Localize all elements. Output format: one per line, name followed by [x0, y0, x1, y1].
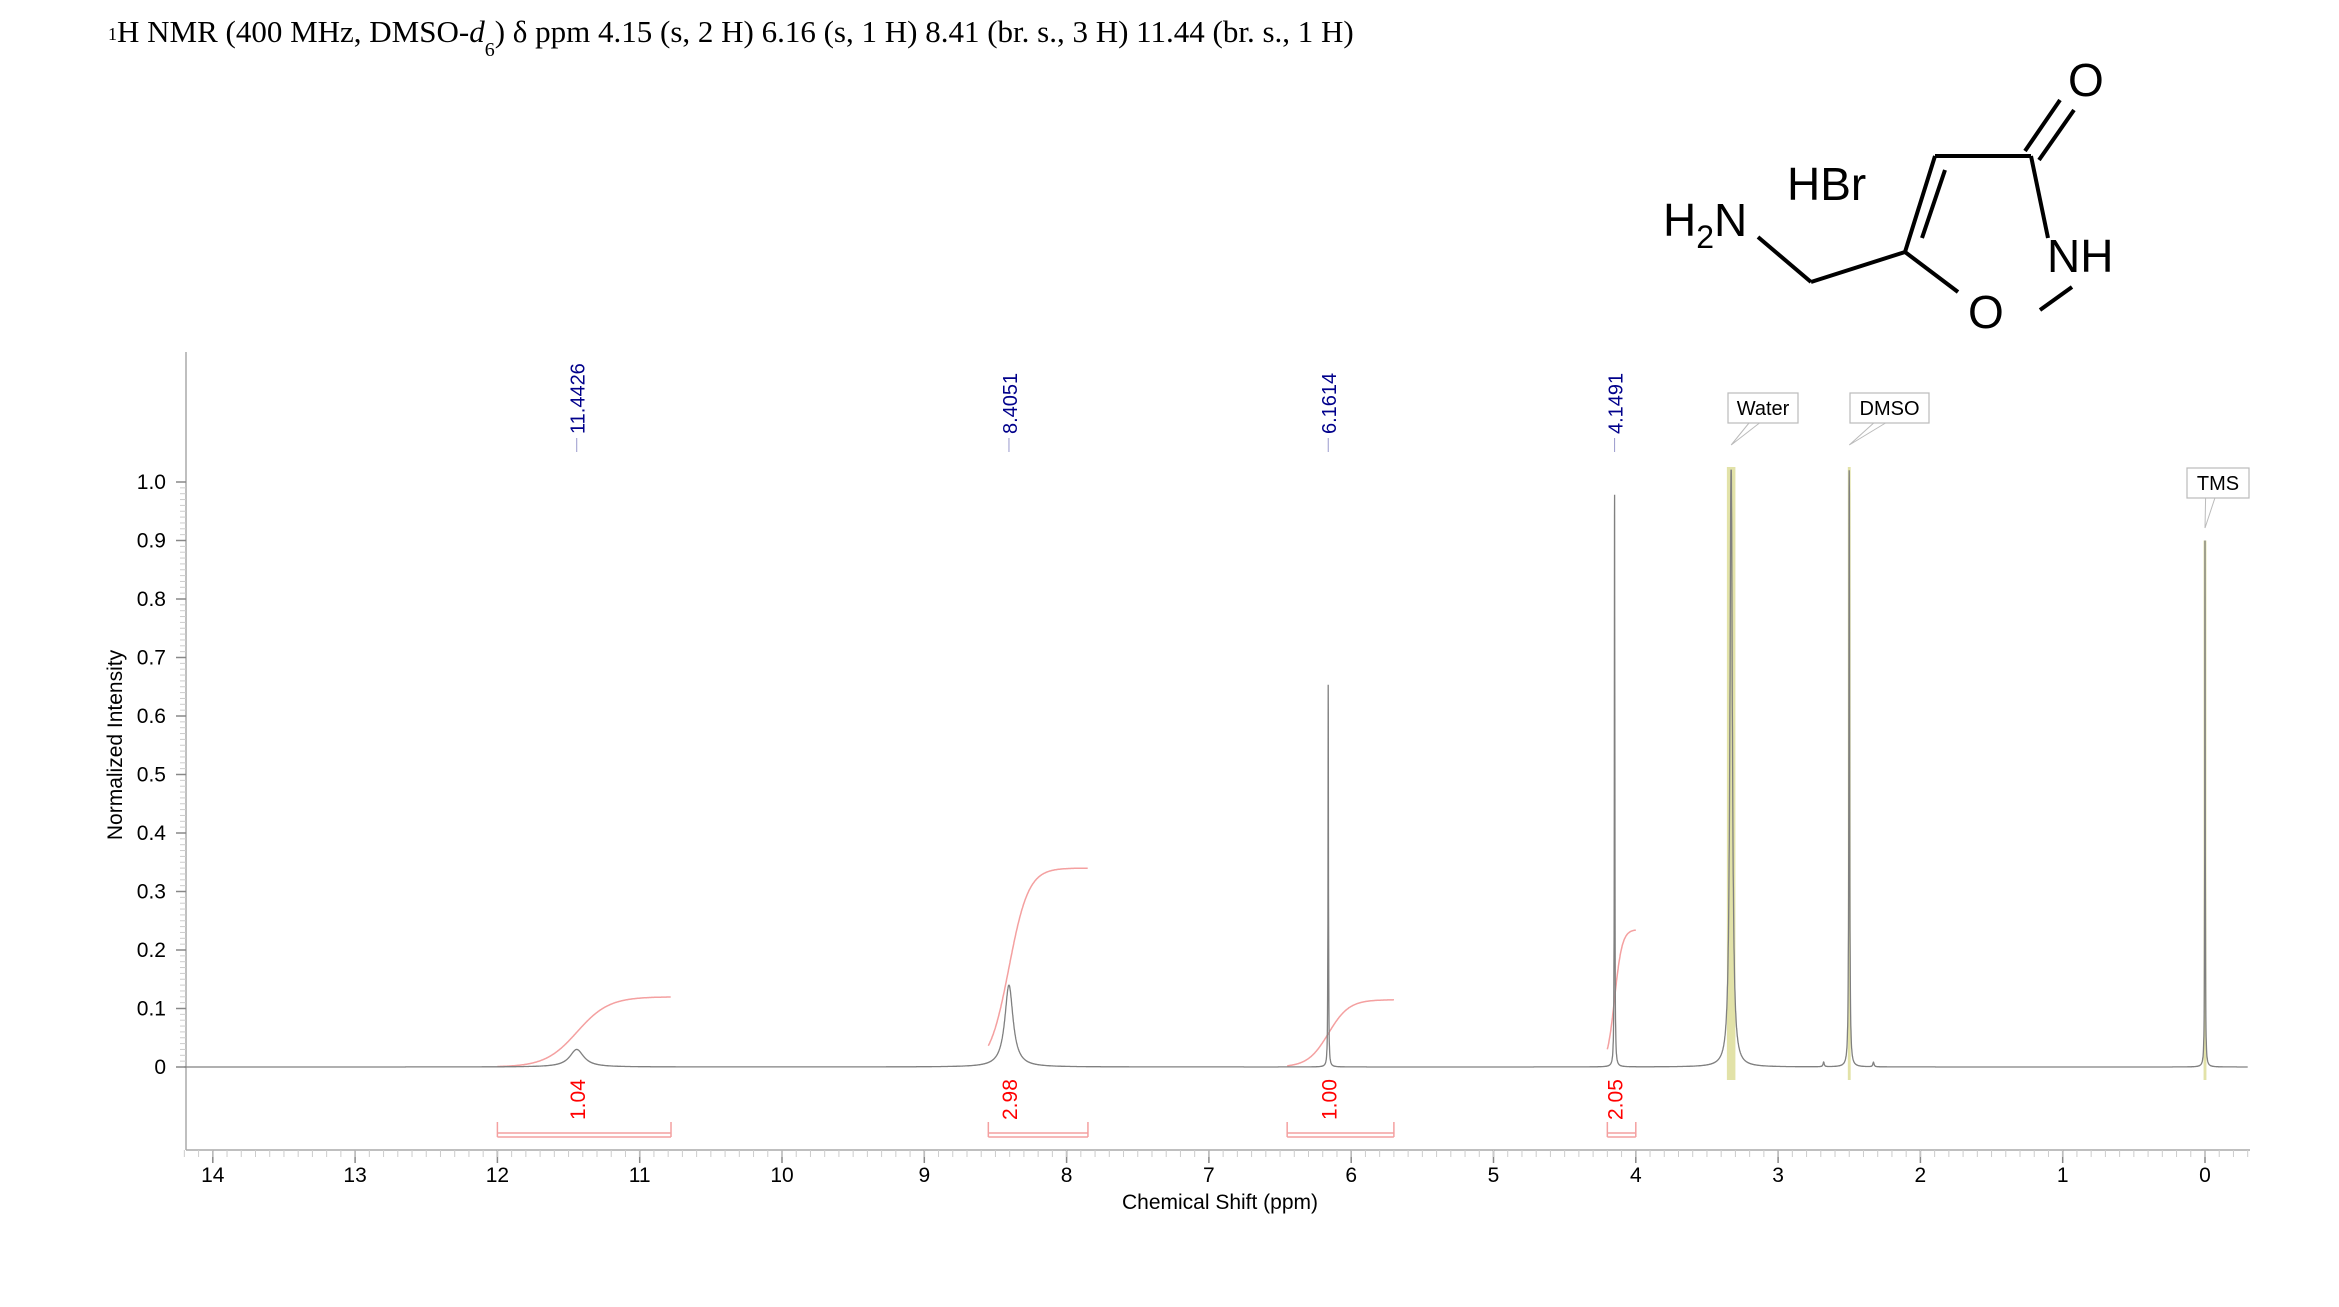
peak-label: 6.1614 [1319, 373, 1341, 434]
title-post: ) δ ppm 4.15 (s, 2 H) 6.16 (s, 1 H) 8.41… [495, 14, 1354, 49]
x-tick-label: 13 [343, 1164, 366, 1187]
solvent-callout-box [2186, 467, 2250, 499]
y-tick-label: 1.0 [137, 471, 166, 494]
peak-label: 11.4426 [568, 363, 590, 434]
x-tick-label: 3 [1772, 1164, 1784, 1187]
x-tick-label: 14 [201, 1164, 225, 1187]
y-tick-label: 0.9 [137, 530, 166, 553]
integral-curve [1287, 999, 1394, 1067]
peak-label: 8.4051 [1000, 373, 1022, 434]
x-tick-label: 9 [918, 1164, 930, 1187]
spectrum-title: 1H NMR (400 MHz, DMSO-d6) δ ppm 4.15 (s,… [108, 14, 1354, 61]
solvent-callout-pointer [2204, 497, 2216, 529]
salt-label: HBr [1787, 158, 1866, 210]
integral-curve [1606, 929, 1637, 1050]
x-tick-label: 12 [486, 1164, 509, 1187]
solvent-callout-pointer [1848, 422, 1886, 446]
integral-curve [987, 867, 1088, 1047]
title-italic: d [469, 14, 485, 49]
solvent-callout-box [1727, 392, 1799, 424]
carbonyl-oxygen-label: O [2068, 54, 2104, 106]
solvent-callout-pointer [1730, 422, 1760, 446]
y-tick-label: 0.3 [137, 881, 166, 904]
integral-curve [497, 996, 671, 1068]
peak-labels: 11.4426 8.4051 6.1614 4.1491 Water DMSO TMS [568, 363, 2250, 529]
integral-value: 2.05 [1605, 1079, 1628, 1120]
y-tick-label: 0.8 [137, 588, 166, 611]
integral-bracket [1606, 1122, 1637, 1138]
y-tick-label: 0.1 [137, 998, 166, 1021]
axes: 00.10.20.30.40.50.60.70.80.91.014 13 12 11 1… [137, 352, 2250, 1187]
y-tick-label: 0 [154, 1056, 166, 1079]
peak-label: 4.1491 [1606, 373, 1628, 434]
solvent-label: Water [1737, 398, 1790, 420]
chemical-structure [1756, 98, 2076, 312]
solvent-bands [1726, 467, 2207, 1080]
solvent-label: DMSO [1860, 398, 1920, 420]
amine-label: H2N [1663, 194, 1747, 255]
integral-bracket [1286, 1122, 1395, 1138]
integral-labels: 1.04 2.98 1.00 2.05 [496, 1079, 1637, 1138]
solvent-band-water [1726, 467, 1736, 1080]
x-tick-label: 1 [2057, 1164, 2069, 1187]
solvent-callout-box [1849, 392, 1930, 424]
integral-bracket [987, 1122, 1089, 1138]
integral-value: 2.98 [999, 1079, 1022, 1120]
y-axis-label: Normalized Intensity [104, 649, 127, 840]
title-sub: 6 [485, 39, 495, 61]
structure-labels: O HBr H2N NH O [1663, 54, 2113, 338]
x-tick-label: 0 [2199, 1164, 2211, 1187]
x-tick-label: 10 [770, 1164, 793, 1187]
ring-oxygen-label: O [1968, 286, 2004, 338]
integral-value: 1.00 [1318, 1079, 1341, 1120]
y-tick-label: 0.2 [137, 939, 166, 962]
title-pre: H NMR (400 MHz, DMSO- [117, 14, 469, 49]
solvent-label: TMS [2197, 473, 2239, 495]
x-tick-label: 7 [1203, 1164, 1215, 1187]
x-tick-label: 2 [1915, 1164, 1927, 1187]
x-tick-label: 6 [1345, 1164, 1357, 1187]
x-axis-label: Chemical Shift (ppm) [1122, 1191, 1318, 1214]
x-tick-label: 4 [1630, 1164, 1642, 1187]
x-tick-label: 5 [1488, 1164, 1500, 1187]
y-tick-label: 0.6 [137, 705, 166, 728]
y-tick-label: 0.4 [137, 822, 167, 845]
title-sup: 1 [108, 24, 117, 44]
x-tick-label: 8 [1061, 1164, 1073, 1187]
integral-value: 1.04 [567, 1079, 590, 1120]
integral-bracket [496, 1122, 672, 1138]
nh-label: NH [2047, 230, 2113, 282]
integral-curves [497, 867, 1637, 1068]
y-tick-label: 0.5 [137, 764, 166, 787]
x-tick-label: 11 [629, 1164, 651, 1187]
spectrum-line [184, 469, 2248, 1068]
y-tick-label: 0.7 [137, 647, 166, 670]
